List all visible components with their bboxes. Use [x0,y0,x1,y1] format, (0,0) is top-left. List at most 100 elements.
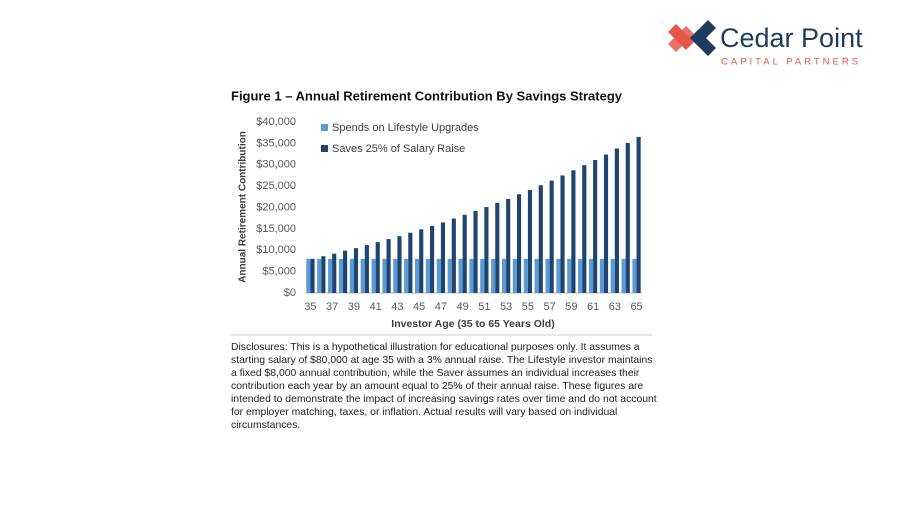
bar [527,189,532,293]
legend-swatch [321,124,328,131]
y-tick-label: $20,000 [256,201,296,213]
bar [328,258,333,293]
bar [523,258,528,293]
bar [317,258,322,293]
bar [393,258,398,293]
x-tick-label: 65 [630,301,642,313]
bar [549,180,554,293]
bar [360,258,365,293]
bar [567,258,572,293]
bar [386,239,391,293]
bar [440,222,446,293]
bar [603,154,609,293]
y-tick-label: $15,000 [256,223,296,235]
bar [458,258,463,293]
bar [491,258,496,293]
bar [614,148,619,293]
legend-label: Saves 25% of Salary Raise [332,143,465,155]
bar [556,258,561,293]
x-tick-label: 47 [435,301,447,313]
bar [332,253,337,293]
bar [495,202,500,293]
bar [343,250,348,293]
bar [516,194,522,293]
y-tick-label: $5,000 [262,266,296,278]
bar [625,142,630,293]
y-tick-label: $10,000 [256,244,296,256]
x-tick-label: 39 [348,301,360,313]
bar [480,258,485,293]
bar [636,136,641,293]
x-tick-label: 53 [500,301,512,313]
bar [306,258,311,293]
bar [371,258,376,293]
bar [545,258,550,293]
x-tick-label: 35 [304,301,316,313]
bar [415,258,420,293]
x-tick-label: 51 [478,301,490,313]
bar [599,258,604,293]
y-tick-label: $0 [284,287,296,299]
bar [419,229,424,293]
bar [353,248,359,293]
bar [397,236,402,293]
bar [632,258,637,293]
bar [451,218,456,293]
x-tick-label: 43 [391,301,403,313]
bar [473,210,478,293]
bar [375,242,380,293]
x-axis-title: Investor Age (35 to 65 Years Old) [391,318,554,330]
x-tick-label: 55 [522,301,534,313]
bar [610,258,615,293]
disclosures: Disclosures: This is a hypothetical illu… [231,342,657,431]
chart-title: Figure 1 – Annual Retirement Contributio… [231,88,623,103]
bar [364,245,369,293]
x-tick-label: 37 [326,301,338,313]
y-tick-label: $35,000 [256,137,296,149]
bar [408,232,413,293]
bar [469,258,474,293]
bar [588,258,594,293]
y-axis-title: Annual Retirement Contribution [238,131,249,283]
bar [436,258,441,293]
bar [382,258,387,293]
bar [484,207,489,293]
bar [512,258,517,293]
x-tick-label: 59 [565,301,577,313]
x-tick-label: 57 [543,301,555,313]
y-tick-label: $25,000 [256,180,296,192]
logo-subtitle: CAPITAL PARTNERS [721,57,861,68]
bar [349,258,354,293]
bar [501,258,507,293]
bar [310,258,315,293]
logo-icon [668,20,716,56]
bar [506,198,511,293]
bar [462,214,467,293]
x-tick-label: 45 [413,301,425,313]
x-tick-label: 49 [457,301,469,313]
bar [621,258,626,293]
logo-name: Cedar Point [720,23,863,53]
y-tick-label: $40,000 [256,116,296,128]
legend-label: Spends on Lifestyle Upgrades [332,122,479,134]
bar [578,258,583,293]
x-tick-label: 41 [370,301,382,313]
bar [425,258,431,293]
bar [321,256,326,293]
bar [534,258,539,293]
bar [571,170,576,293]
legend-swatch [321,145,328,152]
bar [447,258,452,293]
bar [560,175,565,293]
bar [404,258,409,293]
x-tick-label: 61 [587,301,599,313]
y-tick-label: $30,000 [256,159,296,171]
bar [582,165,587,293]
bar [430,225,435,293]
bar [338,258,344,293]
x-tick-label: 63 [609,301,621,313]
bar [538,185,543,293]
bar [593,160,598,293]
